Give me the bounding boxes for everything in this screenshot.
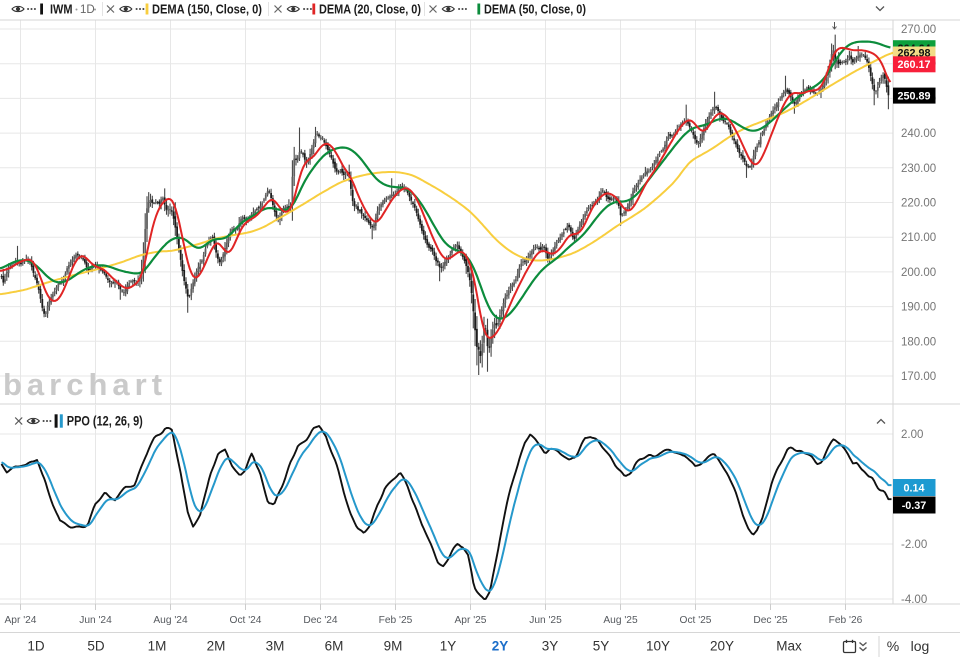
svg-text:1D: 1D [80, 4, 95, 16]
svg-text:barchart: barchart [3, 367, 167, 402]
svg-text:-2.00: -2.00 [901, 539, 927, 551]
svg-text:Jun '25: Jun '25 [529, 615, 562, 626]
svg-text:Aug '25: Aug '25 [603, 615, 638, 626]
svg-text:190.00: 190.00 [901, 302, 936, 314]
svg-text:Aug '24: Aug '24 [153, 615, 188, 626]
svg-text:PPO (12, 26, 9): PPO (12, 26, 9) [67, 414, 143, 429]
svg-text:DEMA (150, Close, 0): DEMA (150, Close, 0) [152, 2, 262, 17]
svg-text:Apr '24: Apr '24 [5, 615, 37, 626]
svg-text:210.00: 210.00 [901, 232, 936, 244]
svg-text:Oct '24: Oct '24 [230, 615, 262, 626]
svg-text:Feb '26: Feb '26 [829, 615, 863, 626]
svg-text:260.17: 260.17 [897, 59, 930, 71]
svg-text:180.00: 180.00 [901, 336, 936, 348]
svg-text:270.00: 270.00 [901, 24, 936, 36]
svg-text:240.00: 240.00 [901, 128, 936, 140]
svg-text:Oct '25: Oct '25 [680, 615, 712, 626]
svg-text:250.89: 250.89 [897, 91, 930, 103]
svg-text:Jun '24: Jun '24 [79, 615, 112, 626]
svg-text:Dec '25: Dec '25 [753, 615, 788, 626]
svg-text:200.00: 200.00 [901, 267, 936, 279]
svg-text:220.00: 220.00 [901, 198, 936, 210]
svg-text:Dec '24: Dec '24 [303, 615, 338, 626]
svg-text:-4.00: -4.00 [901, 594, 927, 606]
svg-text:2.00: 2.00 [901, 429, 923, 441]
svg-text:DEMA (50, Close, 0): DEMA (50, Close, 0) [484, 2, 586, 17]
svg-text:Feb '25: Feb '25 [379, 615, 413, 626]
svg-text:230.00: 230.00 [901, 163, 936, 175]
svg-text:IWM: IWM [50, 2, 73, 17]
svg-text:0.14: 0.14 [903, 482, 924, 494]
svg-text:DEMA (20, Close, 0): DEMA (20, Close, 0) [319, 2, 421, 17]
svg-text:170.00: 170.00 [901, 371, 936, 383]
svg-text:-0.37: -0.37 [902, 500, 927, 512]
svg-text:Apr '25: Apr '25 [455, 615, 487, 626]
